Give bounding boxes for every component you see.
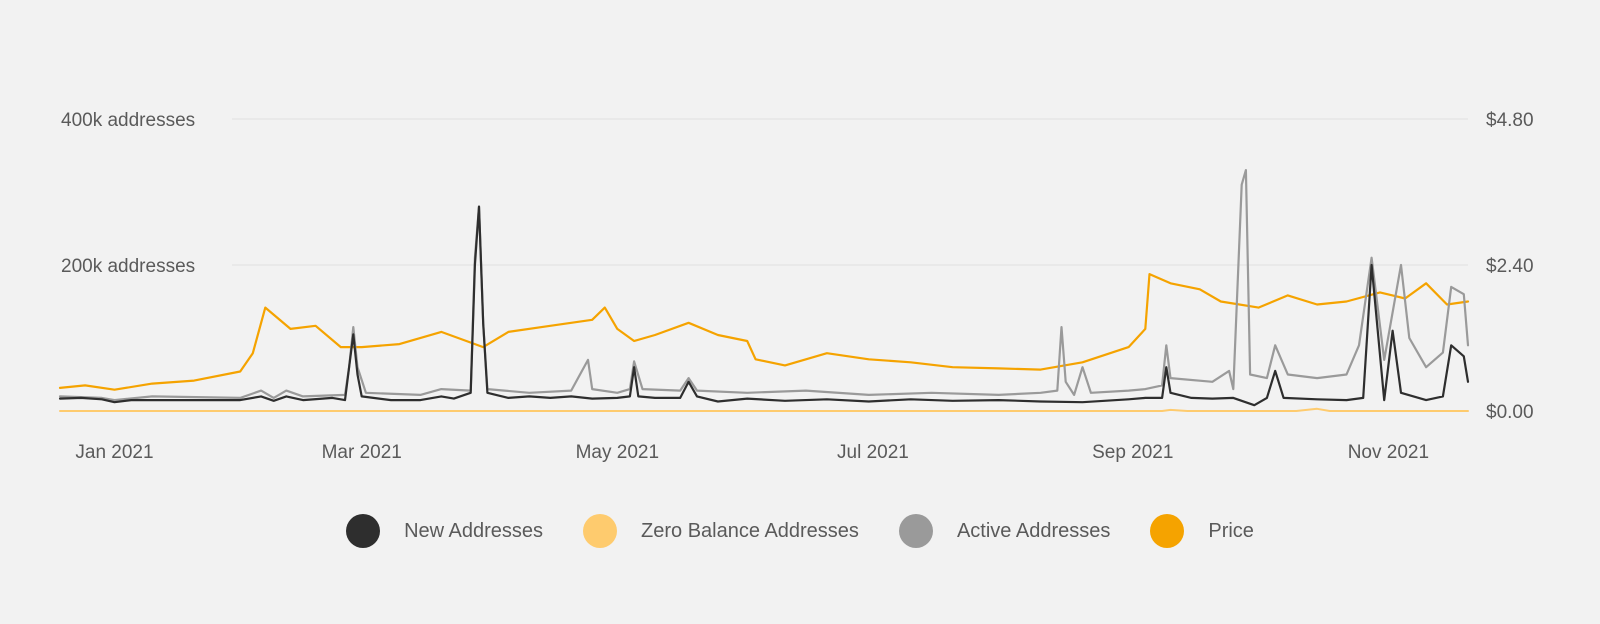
x-axis-tick-label: Nov 2021 <box>1348 442 1429 463</box>
legend-item-zero-balance-addresses[interactable]: Zero Balance Addresses <box>583 514 859 548</box>
legend-swatch-active-addresses <box>898 514 933 548</box>
legend-swatch-zero-balance-addresses <box>583 514 618 548</box>
chart-legend: New Addresses Zero Balance Addresses Act… <box>0 514 1600 548</box>
left-axis-tick-label: 400k addresses <box>61 110 195 131</box>
series-lines <box>58 169 1470 412</box>
legend-item-price[interactable]: Price <box>1150 514 1254 548</box>
x-axis-tick-label: Sep 2021 <box>1092 442 1173 463</box>
legend-label: Active Addresses <box>956 519 1111 542</box>
left-axis-tick-label: 200k addresses <box>61 256 195 277</box>
gridlines <box>232 118 1468 266</box>
right-axis-tick-label: $0.00 <box>1486 402 1534 423</box>
series-line-price <box>58 273 1470 391</box>
x-axis-tick-label: Jul 2021 <box>837 442 909 463</box>
x-axis-tick-label: Mar 2021 <box>322 442 402 463</box>
x-axis-tick-label: May 2021 <box>576 442 659 463</box>
series-line-active-addresses <box>58 169 1470 402</box>
left-y-axis: 400k addresses 200k addresses <box>61 110 195 277</box>
legend-label: Price <box>1208 519 1254 542</box>
legend-swatch-new-addresses <box>346 514 381 548</box>
series-line-new-addresses <box>58 205 1470 407</box>
right-axis-tick-label: $4.80 <box>1486 110 1534 131</box>
legend-item-new-addresses[interactable]: New Addresses <box>346 514 543 548</box>
x-axis: Jan 2021 Mar 2021 May 2021 Jul 2021 Sep 2021… <box>75 442 1429 463</box>
right-y-axis: $4.80 $2.40 $0.00 <box>1486 110 1534 423</box>
legend-item-active-addresses[interactable]: Active Addresses <box>898 514 1111 548</box>
x-axis-tick-label: Jan 2021 <box>75 442 153 463</box>
series-line-zero-balance-addresses <box>59 407 1469 412</box>
legend-swatch-price <box>1150 514 1185 548</box>
legend-label: New Addresses <box>404 519 544 542</box>
legend-label: Zero Balance Addresses <box>641 519 859 542</box>
right-axis-tick-label: $2.40 <box>1486 256 1534 277</box>
